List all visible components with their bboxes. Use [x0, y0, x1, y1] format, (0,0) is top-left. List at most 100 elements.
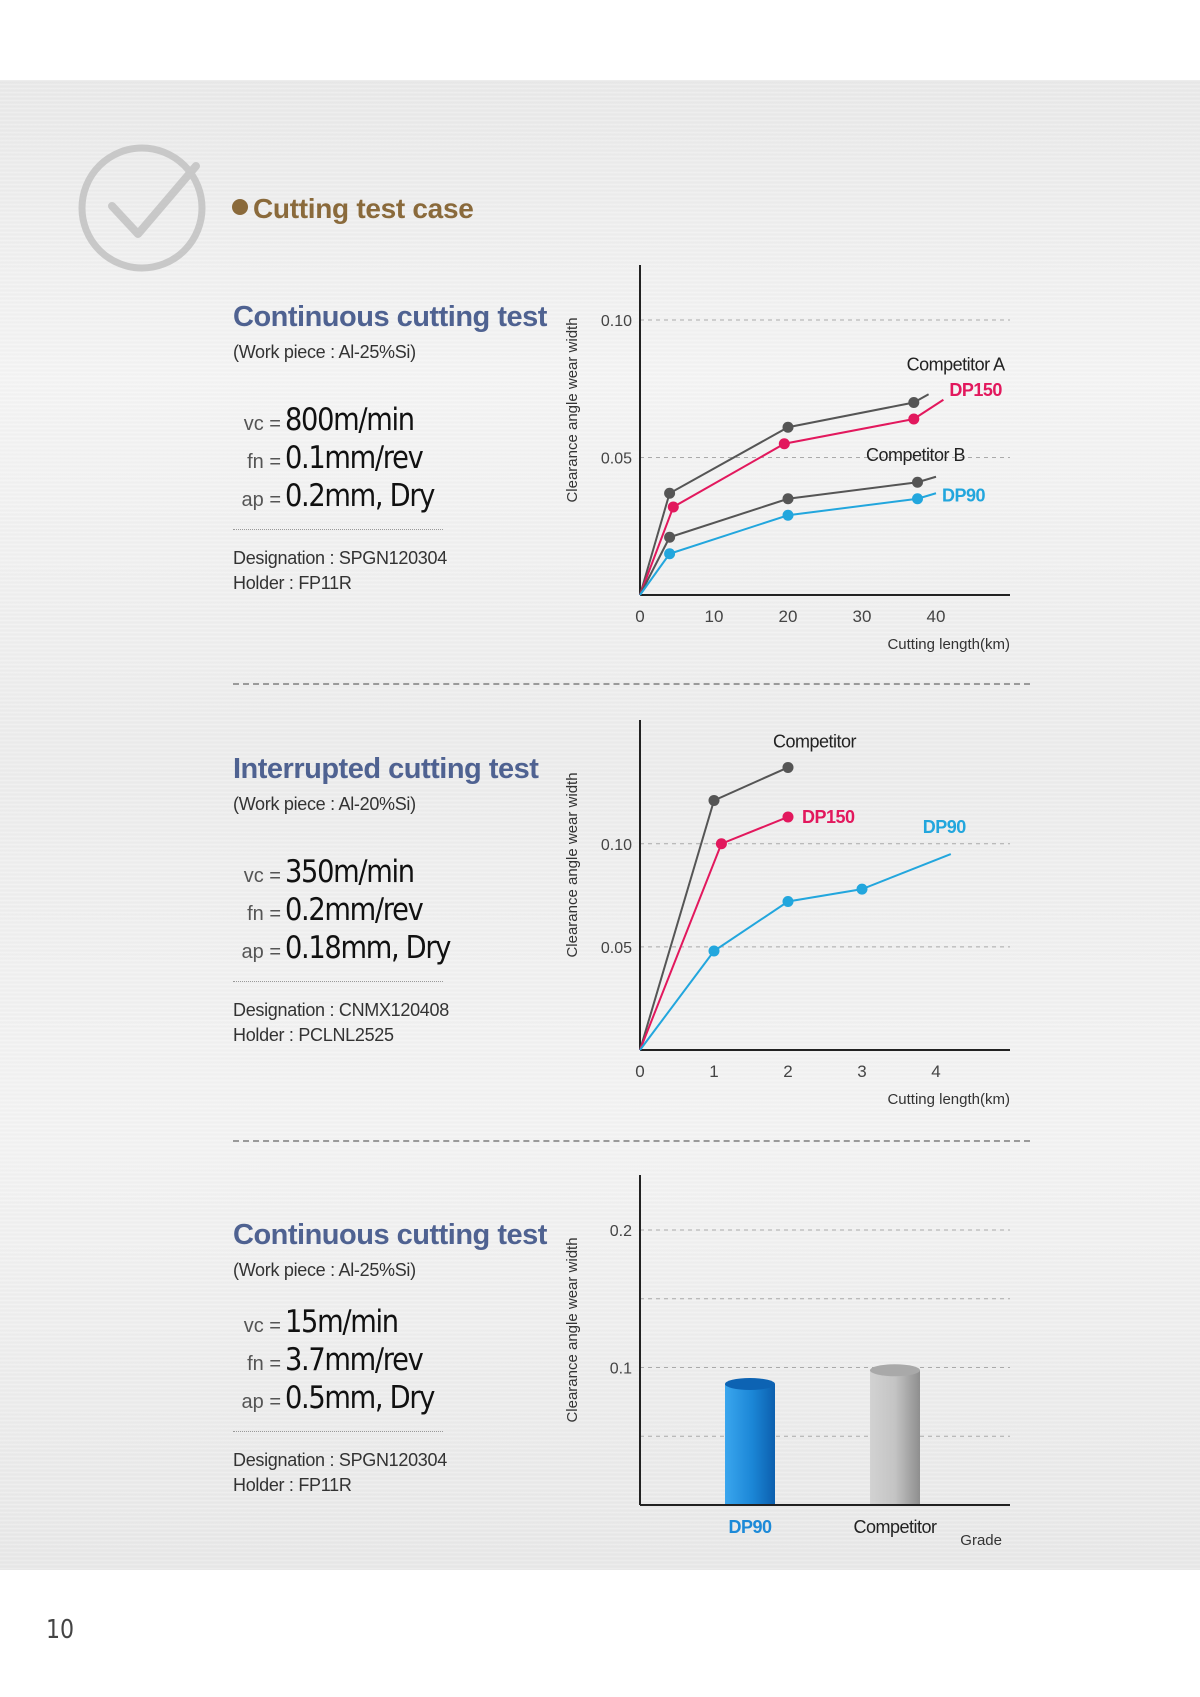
- param-value: 0.2mm/rev: [285, 892, 424, 928]
- x-tick-label: 4: [931, 1062, 940, 1081]
- y-tick-label: 0.1: [610, 1361, 632, 1378]
- bar-cap: [725, 1378, 775, 1390]
- workpiece: (Work piece : Al-25%Si): [233, 342, 416, 362]
- y-tick-label: 0.05: [601, 940, 632, 957]
- param-label: ap =: [241, 941, 281, 963]
- param-label: vc =: [243, 865, 281, 887]
- param-value: 0.5mm, Dry: [285, 1380, 435, 1416]
- x-tick-label: 20: [779, 607, 798, 626]
- x-tick-label: 30: [853, 607, 872, 626]
- designation: Designation : SPGN120304: [233, 548, 447, 568]
- data-point: [715, 838, 727, 850]
- x-tick-label: 10: [705, 607, 724, 626]
- wear-bar-chart: 0.1 0.2 Clearance angle wear width Grade DP9…: [564, 1175, 1010, 1549]
- data-point: [778, 438, 790, 450]
- test-block-2: Interrupted cutting test (Work piece : A…: [233, 753, 553, 1048]
- x-tick-label: 0: [635, 607, 644, 626]
- separator: [233, 1431, 443, 1432]
- cutting-params: vc = 350m/min fn = 0.2mm/rev ap = 0.18mm…: [233, 853, 553, 967]
- param-value: 0.1mm/rev: [285, 440, 424, 476]
- x-tick-label: 40: [927, 607, 946, 626]
- param-label: fn =: [247, 903, 281, 925]
- bar: [725, 1384, 775, 1504]
- data-point: [667, 501, 679, 513]
- data-point: [856, 883, 868, 895]
- param-value: 0.2mm, Dry: [285, 478, 435, 514]
- param-label: ap =: [241, 489, 281, 511]
- data-point: [782, 421, 794, 433]
- data-point: [782, 811, 794, 823]
- x-axis-label: Cutting length(km): [887, 636, 1010, 653]
- section-divider: [233, 1140, 1030, 1142]
- param-value: 800m/min: [285, 402, 415, 438]
- test-title: Interrupted cutting test: [233, 753, 539, 785]
- y-tick-label: 0.05: [601, 451, 632, 468]
- param-value: 15m/min: [285, 1304, 399, 1340]
- section-title: Cutting test case: [232, 193, 474, 225]
- x-tick-label: 0: [635, 1062, 644, 1081]
- data-point: [708, 945, 720, 957]
- x-axis-label: Cutting length(km): [887, 1091, 1010, 1108]
- data-point: [912, 476, 923, 488]
- data-point: [782, 761, 794, 773]
- series-line-competitor: [639, 766, 789, 1051]
- y-axis-label: Clearance angle wear width: [564, 317, 581, 502]
- test-title: Continuous cutting test: [233, 1219, 547, 1251]
- param-label: vc =: [243, 1315, 281, 1337]
- check-circle-icon: [78, 144, 206, 272]
- wear-line-chart-2: 0.05 0.10 0 1 2 3 4 Cutting length(km) Clearance…: [564, 720, 1010, 1108]
- page-number: 10: [46, 1615, 75, 1645]
- test-block-1: Continuous cutting test (Work piece : Al…: [233, 301, 553, 596]
- series-label: DP150: [802, 807, 855, 827]
- param-label: vc =: [243, 413, 281, 435]
- y-tick-label: 0.10: [601, 313, 632, 330]
- data-point: [782, 493, 794, 505]
- param-value: 0.18mm, Dry: [285, 930, 451, 966]
- workpiece: (Work piece : Al-25%Si): [233, 1260, 416, 1280]
- holder: Holder : PCLNL2525: [233, 1025, 394, 1045]
- workpiece: (Work piece : Al-20%Si): [233, 794, 416, 814]
- x-tick-label: 2: [783, 1062, 792, 1081]
- param-label: fn =: [247, 1353, 281, 1375]
- wear-line-chart-1: 0.05 0.10 0 10 20 30 40 Cutting length(km) Clear…: [564, 265, 1010, 653]
- data-point: [912, 493, 923, 505]
- bar: [870, 1370, 920, 1504]
- param-label: ap =: [241, 1391, 281, 1413]
- designation: Designation : CNMX120408: [233, 1000, 449, 1020]
- data-point: [782, 896, 794, 907]
- category-label: Competitor: [853, 1517, 937, 1537]
- series-label: Competitor A: [907, 354, 1006, 374]
- param-label: fn =: [247, 451, 281, 473]
- series-label: DP90: [942, 485, 986, 505]
- series-line-dp90: [639, 853, 952, 1051]
- x-tick-label: 1: [709, 1062, 718, 1081]
- series-label: DP90: [923, 817, 967, 837]
- data-point: [708, 794, 720, 806]
- x-axis-label: Grade: [960, 1532, 1002, 1549]
- data-point: [664, 548, 676, 560]
- holder: Holder : FP11R: [233, 1475, 352, 1495]
- bar-cap: [870, 1364, 920, 1377]
- cutting-params: vc = 15m/min fn = 3.7mm/rev ap = 0.5mm, …: [233, 1303, 553, 1417]
- cutting-params: vc = 800m/min fn = 0.1mm/rev ap = 0.2mm,…: [233, 401, 553, 515]
- data-point: [782, 509, 794, 521]
- test-block-3: Continuous cutting test (Work piece : Al…: [233, 1219, 553, 1498]
- x-tick-label: 3: [857, 1062, 866, 1081]
- test-title: Continuous cutting test: [233, 301, 547, 333]
- category-label: DP90: [728, 1517, 772, 1537]
- series-line-dp90: [639, 492, 937, 596]
- background-panel: [0, 80, 1200, 1570]
- param-value: 3.7mm/rev: [285, 1342, 424, 1378]
- data-point: [908, 397, 920, 408]
- designation: Designation : SPGN120304: [233, 1450, 447, 1470]
- data-point: [664, 487, 676, 499]
- bullet-icon: [232, 199, 248, 215]
- y-tick-label: 0.10: [601, 837, 632, 854]
- y-axis-label: Clearance angle wear width: [564, 772, 581, 957]
- series-label: Competitor: [773, 731, 857, 751]
- data-point: [908, 413, 920, 425]
- series-line-dp150: [639, 816, 789, 1051]
- holder: Holder : FP11R: [233, 573, 352, 593]
- section-divider: [233, 683, 1030, 685]
- separator: [233, 529, 443, 530]
